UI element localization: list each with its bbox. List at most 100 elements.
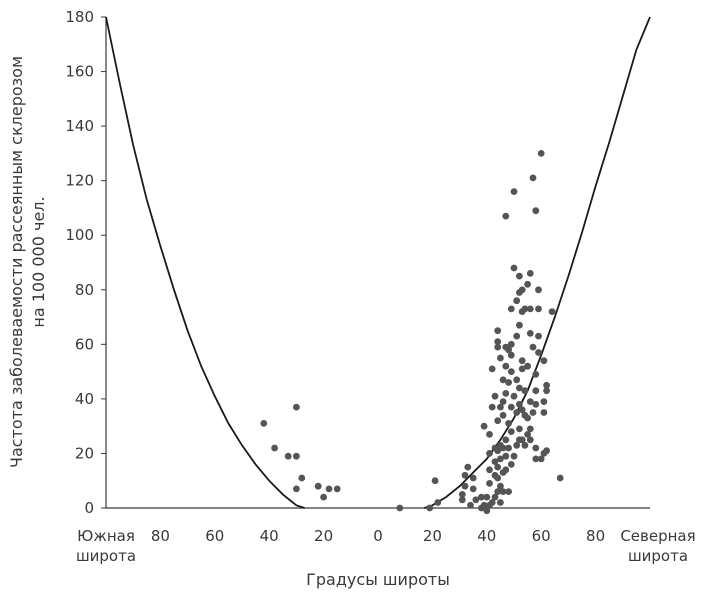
data-point [499,444,507,452]
data-point [507,428,515,435]
data-point [505,379,512,386]
data-point [505,444,512,452]
data-point [320,493,327,501]
data-point [529,409,537,416]
data-point [499,376,507,384]
data-point [260,420,268,427]
data-point [497,455,504,463]
y-tick-label: 180 [65,8,94,26]
data-point [513,441,521,449]
data-point [494,474,502,482]
data-point [543,387,550,395]
data-point [314,482,322,490]
data-point [529,343,537,351]
data-point [458,491,466,498]
x-tick-label: 0 [373,527,383,545]
data-point [464,463,472,471]
data-point [483,493,491,501]
data-point [507,403,515,411]
data-point [486,466,493,474]
data-point [426,504,434,512]
data-point [510,452,518,460]
data-point [499,488,507,495]
data-point [298,474,306,482]
data-point [513,297,521,305]
data-point [532,370,540,378]
data-point [480,422,488,430]
data-point [543,447,550,455]
data-point [535,305,542,313]
y-ticks: 0 20 40 60 80 100 120 140 160 180 [65,8,106,517]
data-point [499,411,507,419]
data-point [494,343,502,351]
data-point [325,485,333,493]
trend-curve-south [105,16,305,509]
x-ticks: 80 60 40 20 0 20 40 60 80 [151,527,605,545]
y-tick-label: 140 [65,117,94,135]
data-point [521,441,529,449]
data-point [461,471,469,479]
data-point [293,452,300,460]
data-point [469,474,477,482]
data-point [488,403,496,411]
data-point [469,485,477,493]
data-point [396,504,404,512]
data-point [502,390,510,397]
data-point [502,212,510,220]
data-point [516,384,523,392]
data-point [537,455,545,463]
data-point [502,362,510,370]
data-point [502,436,510,444]
scatter-points [260,150,564,515]
x-end-label-right-1: Северная [620,527,695,545]
data-point [524,414,531,422]
data-point [467,501,474,509]
y-tick-label: 40 [75,390,94,408]
data-point [524,431,531,438]
data-point [491,392,499,400]
data-point [491,458,499,465]
data-point [507,351,515,359]
data-point [491,493,499,501]
data-point [532,400,540,408]
data-point [513,332,521,340]
data-point [505,488,512,495]
data-point [497,403,504,411]
data-point [510,392,518,400]
y-tick-label: 80 [75,281,94,299]
y-tick-label: 20 [75,444,94,462]
data-point [472,496,480,504]
data-point [431,477,439,485]
data-point [521,305,529,313]
data-point [510,264,518,272]
data-point [494,338,502,345]
data-point [513,376,521,384]
data-point [458,496,466,504]
data-point [521,387,529,395]
x-end-label-left-2: широта [76,547,136,565]
data-point [556,474,564,482]
data-point [494,463,502,471]
trend-curve-north [423,16,651,509]
data-point [497,354,504,362]
data-point [507,305,515,313]
data-point [483,507,491,515]
data-point [293,485,300,493]
x-tick-label: 60 [205,527,224,545]
data-point [516,425,523,433]
data-point [516,272,523,280]
data-point [535,332,542,340]
data-point [535,349,542,356]
data-point [507,340,515,348]
data-point [526,330,534,337]
data-point [526,305,534,313]
x-tick-label: 60 [532,527,551,545]
data-point [526,436,534,444]
data-point [293,403,300,411]
data-point [510,188,518,196]
data-point [537,150,545,157]
y-axis-title-line2: на 100 000 чел. [29,196,48,327]
data-point [505,420,512,427]
x-tick-label: 80 [586,527,605,545]
data-point [518,406,526,414]
